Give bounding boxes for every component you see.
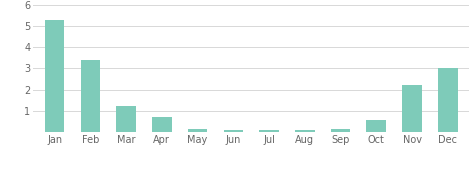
Bar <box>224 130 243 132</box>
Bar <box>81 60 100 132</box>
Bar <box>45 20 64 132</box>
Bar <box>259 130 279 132</box>
Bar <box>366 120 386 132</box>
Bar <box>438 68 457 132</box>
Bar <box>152 117 172 132</box>
Bar <box>116 106 136 132</box>
Bar <box>402 85 422 132</box>
Bar <box>295 130 315 132</box>
Bar <box>331 129 350 132</box>
Bar <box>188 129 208 132</box>
